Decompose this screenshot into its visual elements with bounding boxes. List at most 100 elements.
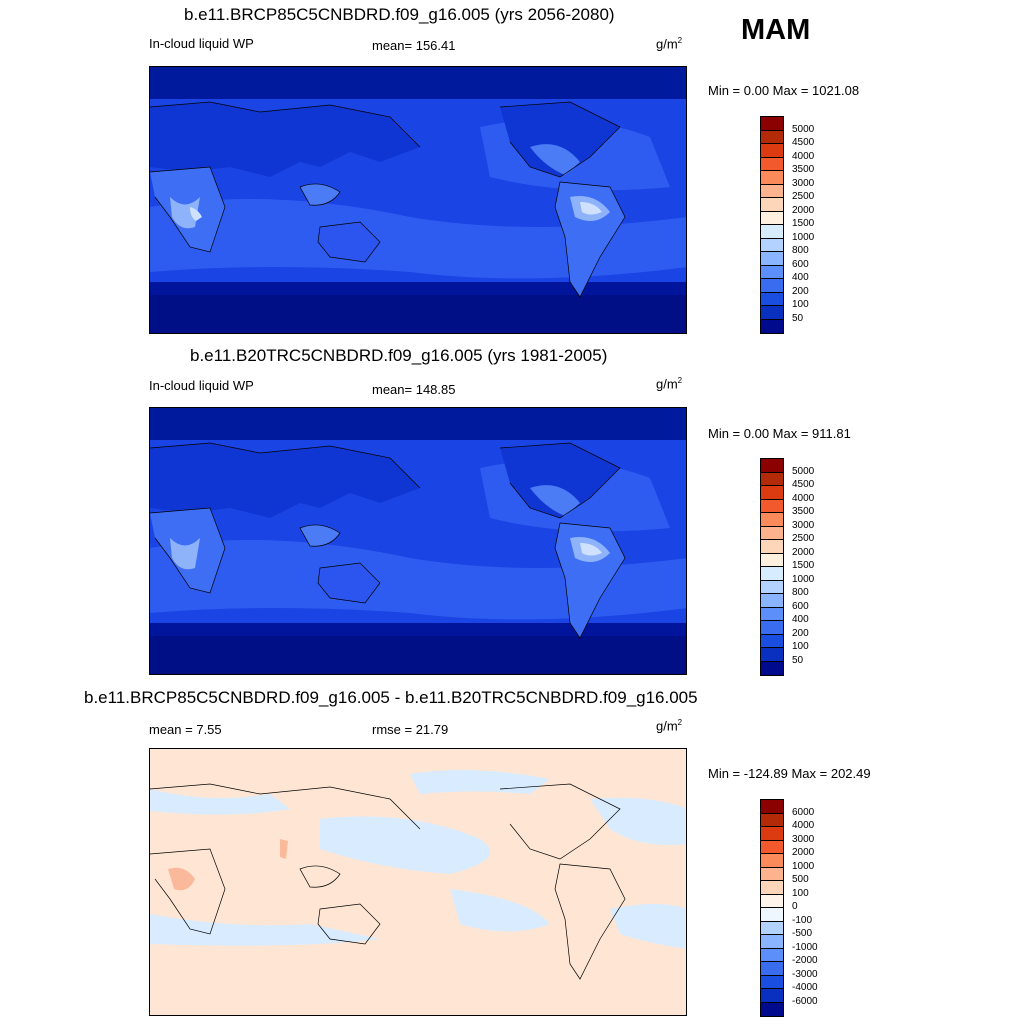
colorbar-swatch xyxy=(761,319,783,333)
colorbar-tick-label: 50 xyxy=(792,312,804,324)
panel2-units: g/m2 xyxy=(656,376,683,392)
colorbar-swatch xyxy=(761,306,783,320)
colorbar-swatch xyxy=(761,526,783,540)
panel1-field-label: In-cloud liquid WP xyxy=(149,36,254,51)
colorbar-tick-label: 3500 xyxy=(792,506,815,517)
colorbar-swatch xyxy=(761,184,783,198)
colorbar-swatch xyxy=(761,840,783,854)
colorbar-swatch xyxy=(761,908,783,922)
colorbar-tick-label: 600 xyxy=(792,600,809,612)
colorbar-tick-label: 1000 xyxy=(792,860,815,872)
colorbar-tick-label: 4000 xyxy=(792,150,815,162)
colorbar-swatch xyxy=(761,265,783,279)
colorbar-tick-label: 4000 xyxy=(792,492,815,504)
colorbar-swatch xyxy=(761,472,783,486)
colorbar-tick-label: -2000 xyxy=(792,955,818,966)
colorbar-swatch xyxy=(761,459,783,473)
colorbar-swatch xyxy=(761,211,783,225)
colorbar-tick-label: 1000 xyxy=(792,231,815,243)
colorbar-swatch xyxy=(761,238,783,252)
colorbar-tick-label: 400 xyxy=(792,614,809,625)
colorbar-swatch xyxy=(761,279,783,293)
panel2-mean: mean= 148.85 xyxy=(372,382,456,397)
colorbar-tick-label: 3000 xyxy=(792,833,815,845)
colorbar-swatch xyxy=(761,292,783,306)
colorbar-tick-label: 800 xyxy=(792,587,809,598)
colorbar-tick-label: 4500 xyxy=(792,137,815,148)
colorbar-tick-label: -100 xyxy=(792,914,813,926)
colorbar-tick-label: -3000 xyxy=(792,968,818,980)
colorbar-swatch xyxy=(761,948,783,962)
colorbar-swatch xyxy=(761,567,783,581)
colorbar-swatch xyxy=(761,499,783,513)
panel1-colorbar xyxy=(760,116,784,334)
panel2-minmax: Min = 0.00 Max = 911.81 xyxy=(708,426,851,441)
colorbar-tick-label: 1500 xyxy=(792,560,815,571)
colorbar-tick-label: 200 xyxy=(792,285,809,297)
colorbar-swatch xyxy=(761,157,783,171)
colorbar-tick-label: 1500 xyxy=(792,218,815,229)
panel3-map xyxy=(149,748,687,1016)
colorbar-tick-label: 100 xyxy=(792,641,809,652)
colorbar-tick-label: 0 xyxy=(792,901,798,912)
colorbar-tick-label: 6000 xyxy=(792,806,815,818)
panel2-title: b.e11.B20TRC5CNBDRD.f09_g16.005 (yrs 198… xyxy=(190,346,608,365)
colorbar-swatch xyxy=(761,634,783,648)
colorbar-tick-label: -6000 xyxy=(792,995,818,1007)
colorbar-swatch xyxy=(761,225,783,239)
panel3-colorbar xyxy=(760,799,784,1017)
panel1-map xyxy=(149,66,687,334)
colorbar-tick-label: 500 xyxy=(792,874,809,885)
colorbar-tick-label: 100 xyxy=(792,299,809,310)
colorbar-tick-label: 2000 xyxy=(792,847,815,858)
colorbar-swatch xyxy=(761,594,783,608)
colorbar-swatch xyxy=(761,486,783,500)
panel1-mean: mean= 156.41 xyxy=(372,38,456,53)
colorbar-tick-label: 800 xyxy=(792,245,809,256)
colorbar-swatch xyxy=(761,661,783,675)
colorbar-swatch xyxy=(761,813,783,827)
colorbar-swatch xyxy=(761,800,783,814)
colorbar-tick-label: 100 xyxy=(792,887,809,899)
panel2-colorbar xyxy=(760,458,784,676)
colorbar-swatch xyxy=(761,962,783,976)
colorbar-swatch xyxy=(761,130,783,144)
panel1-title: b.e11.BRCP85C5CNBDRD.f09_g16.005 (yrs 20… xyxy=(184,5,615,24)
colorbar-tick-label: 600 xyxy=(792,258,809,270)
colorbar-swatch xyxy=(761,621,783,635)
colorbar-swatch xyxy=(761,854,783,868)
colorbar-swatch xyxy=(761,252,783,266)
colorbar-swatch xyxy=(761,881,783,895)
panel3-rmse: rmse = 21.79 xyxy=(372,722,449,737)
colorbar-tick-label: 1000 xyxy=(792,573,815,585)
colorbar-swatch xyxy=(761,1002,783,1016)
colorbar-swatch xyxy=(761,553,783,567)
panel3-minmax: Min = -124.89 Max = 202.49 xyxy=(708,766,871,781)
colorbar-swatch xyxy=(761,867,783,881)
colorbar-tick-label: 200 xyxy=(792,627,809,639)
colorbar-tick-label: -1000 xyxy=(792,941,818,953)
panel3-title: b.e11.BRCP85C5CNBDRD.f09_g16.005 - b.e11… xyxy=(84,688,698,707)
colorbar-swatch xyxy=(761,989,783,1003)
panel2-field-label: In-cloud liquid WP xyxy=(149,378,254,393)
colorbar-tick-label: 2500 xyxy=(792,191,815,202)
panel3-mean: mean = 7.55 xyxy=(149,722,222,737)
colorbar-tick-label: 5000 xyxy=(792,123,815,135)
colorbar-tick-label: 2500 xyxy=(792,533,815,544)
season-label: MAM xyxy=(741,14,811,46)
colorbar-swatch xyxy=(761,935,783,949)
colorbar-swatch xyxy=(761,580,783,594)
colorbar-swatch xyxy=(761,117,783,131)
colorbar-swatch xyxy=(761,921,783,935)
colorbar-swatch xyxy=(761,540,783,554)
colorbar-tick-label: 5000 xyxy=(792,465,815,477)
colorbar-tick-label: 4500 xyxy=(792,479,815,490)
colorbar-tick-label: 4000 xyxy=(792,820,815,831)
colorbar-tick-label: 3500 xyxy=(792,164,815,175)
colorbar-swatch xyxy=(761,171,783,185)
panel1-units: g/m2 xyxy=(656,36,683,52)
panel1-minmax: Min = 0.00 Max = 1021.08 xyxy=(708,83,860,98)
colorbar-swatch xyxy=(761,827,783,841)
colorbar-swatch xyxy=(761,894,783,908)
colorbar-swatch xyxy=(761,648,783,662)
